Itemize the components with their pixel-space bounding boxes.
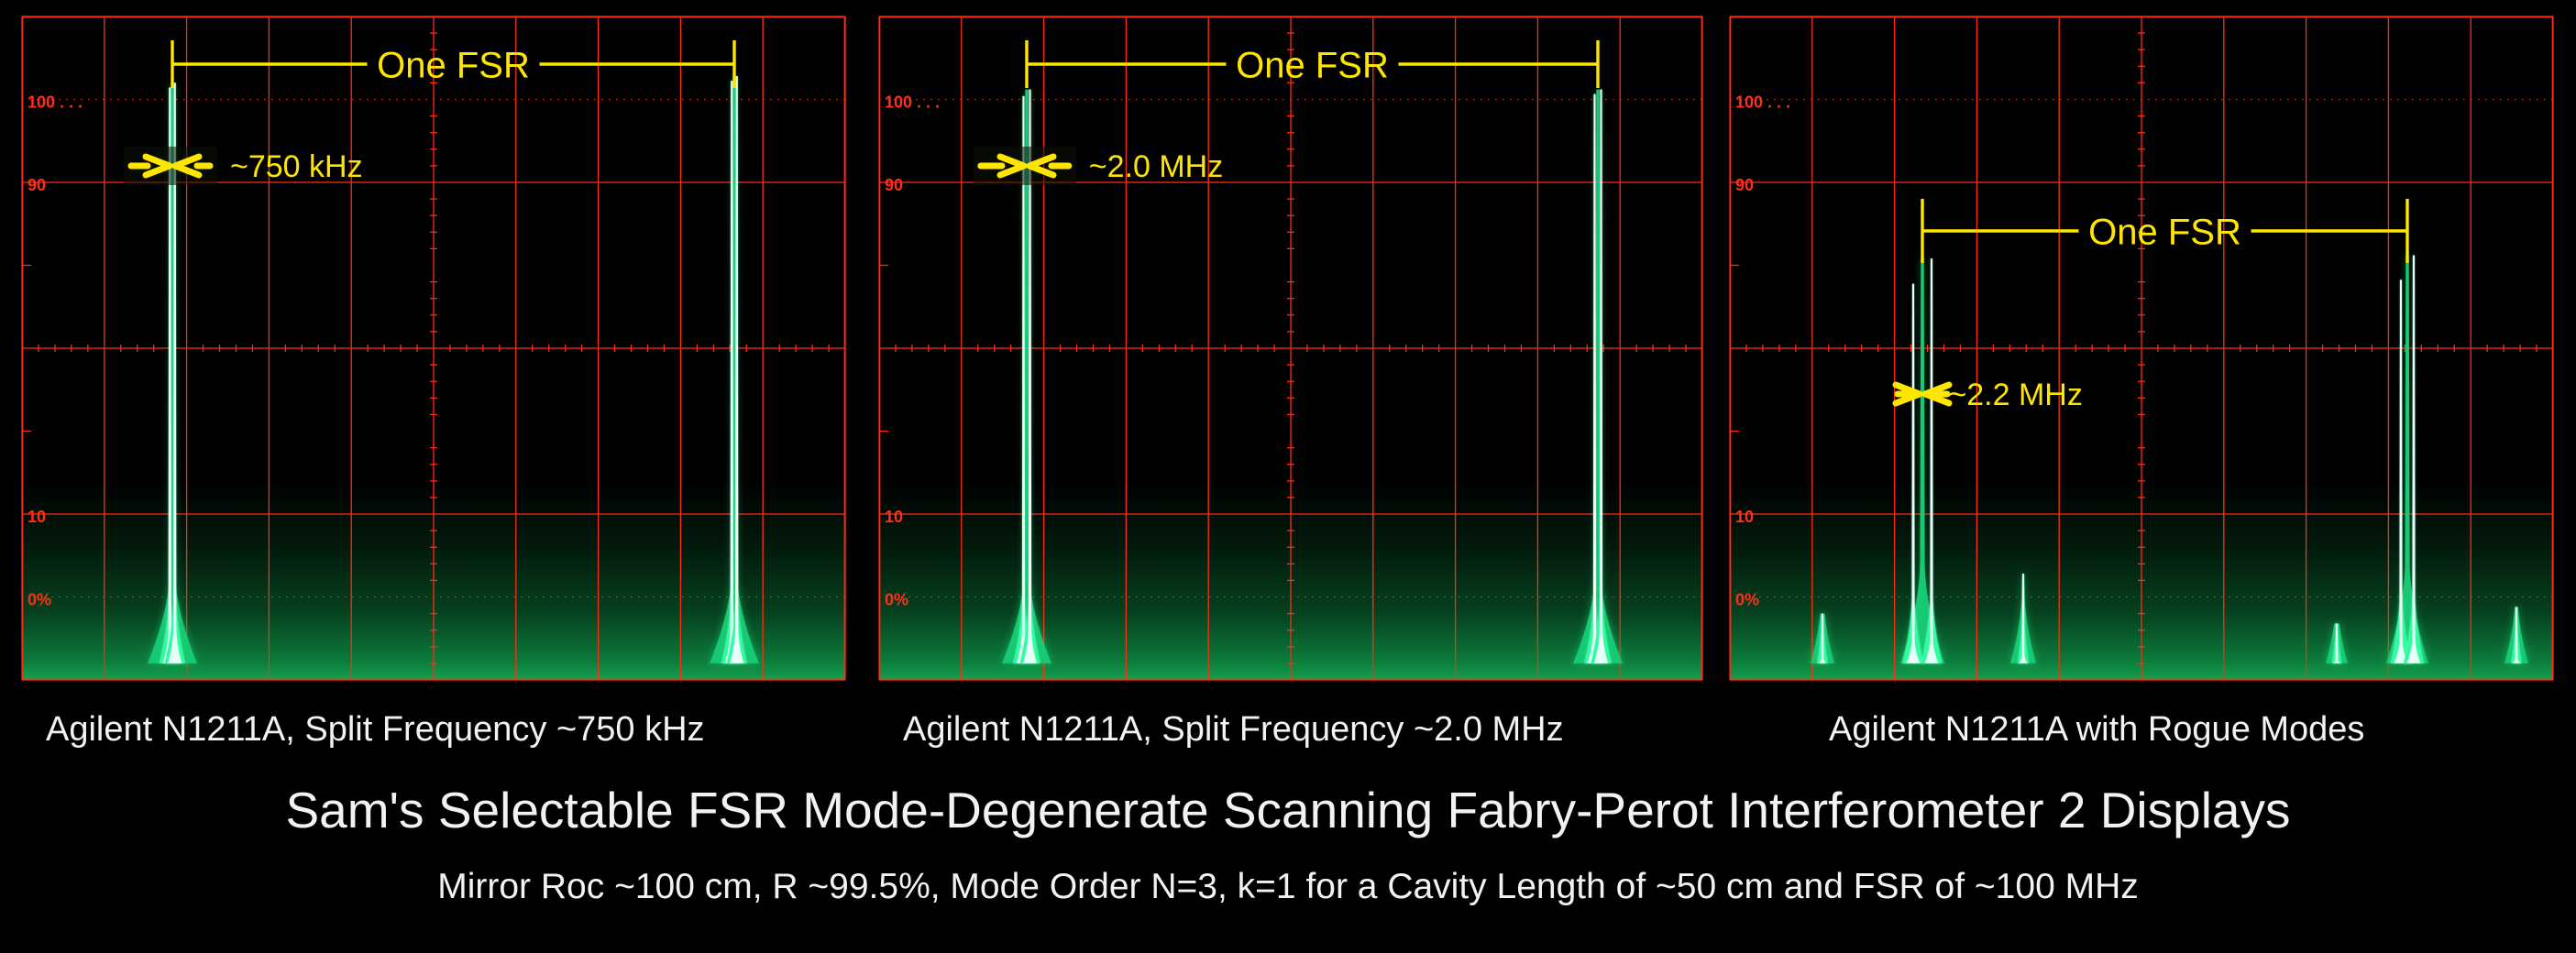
svg-text:~2.2 MHz: ~2.2 MHz <box>1948 378 2082 412</box>
svg-text:100 . . .: 100 . . . <box>1735 93 1790 112</box>
svg-text:10: 10 <box>885 508 903 526</box>
svg-text:One FSR: One FSR <box>2088 212 2241 252</box>
svg-text:0%: 0% <box>1735 591 1759 609</box>
svg-text:~2.0 MHz: ~2.0 MHz <box>1089 149 1223 184</box>
svg-text:One FSR: One FSR <box>377 45 530 85</box>
svg-text:90: 90 <box>885 176 903 194</box>
svg-text:100 . . .: 100 . . . <box>885 93 940 112</box>
svg-text:10: 10 <box>1735 508 1754 526</box>
svg-text:90: 90 <box>28 176 46 194</box>
svg-text:0%: 0% <box>28 591 51 609</box>
svg-text:~750 kHz: ~750 kHz <box>230 149 363 184</box>
svg-text:One FSR: One FSR <box>1236 45 1389 85</box>
svg-text:0%: 0% <box>885 591 908 609</box>
svg-text:100 . . .: 100 . . . <box>28 93 83 112</box>
svg-text:90: 90 <box>1735 176 1754 194</box>
svg-text:10: 10 <box>28 508 46 526</box>
